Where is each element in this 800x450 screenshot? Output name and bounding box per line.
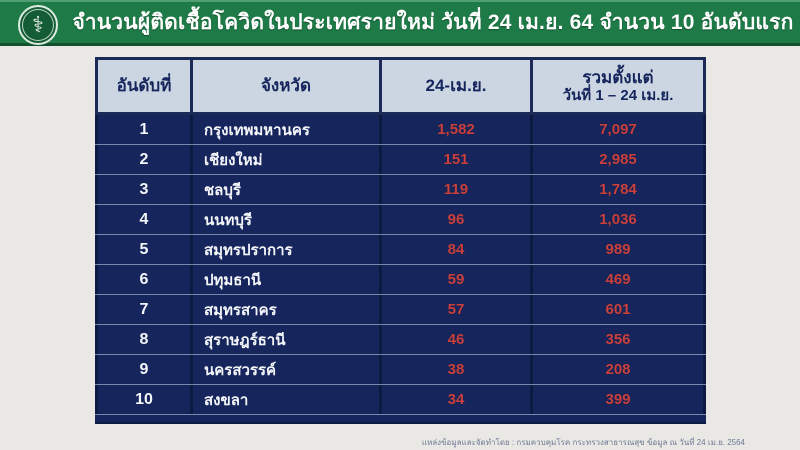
column-header-total: รวมตั้งแต่ วันที่ 1 – 24 เม.ย. (533, 60, 703, 112)
province-cell: สมุทรปราการ (193, 235, 379, 264)
title-bar: ⚕ จำนวนผู้ติดเชื้อโควิดในประเทศรายใหม่ ว… (0, 0, 800, 46)
rank-cell: 9 (98, 355, 190, 384)
daily-cases-cell: 119 (382, 175, 530, 204)
total-cases-cell: 356 (533, 325, 703, 354)
province-cell: กรุงเทพมหานคร (193, 115, 379, 144)
total-cases-cell: 208 (533, 355, 703, 384)
total-cases-cell: 399 (533, 385, 703, 414)
table-row: 9 นครสวรรค์ 38 208 (95, 355, 706, 385)
daily-cases-cell: 151 (382, 145, 530, 174)
table-row: 10 สงขลา 34 399 (95, 385, 706, 415)
daily-cases-cell: 38 (382, 355, 530, 384)
table-row: 4 นนทบุรี 96 1,036 (95, 205, 706, 235)
column-header-province: จังหวัด (193, 60, 379, 112)
column-header-total-line2: วันที่ 1 – 24 เม.ย. (562, 87, 674, 105)
total-cases-cell: 989 (533, 235, 703, 264)
table-row: 3 ชลบุรี 119 1,784 (95, 175, 706, 205)
column-header-rank: อันดับที่ (98, 60, 190, 112)
total-cases-cell: 1,784 (533, 175, 703, 204)
table-row: 6 ปทุมธานี 59 469 (95, 265, 706, 295)
province-cell: สงขลา (193, 385, 379, 414)
daily-cases-cell: 34 (382, 385, 530, 414)
rank-cell: 5 (98, 235, 190, 264)
table-body: 1 กรุงเทพมหานคร 1,582 7,097 2 เชียงใหม่ … (95, 115, 706, 415)
province-cell: นครสวรรค์ (193, 355, 379, 384)
rank-cell: 1 (98, 115, 190, 144)
province-cell: สุราษฎร์ธานี (193, 325, 379, 354)
table-row: 1 กรุงเทพมหานคร 1,582 7,097 (95, 115, 706, 145)
daily-cases-cell: 96 (382, 205, 530, 234)
rank-cell: 6 (98, 265, 190, 294)
column-header-daily: 24-เม.ย. (382, 60, 530, 112)
table-row: 5 สมุทรปราการ 84 989 (95, 235, 706, 265)
rank-cell: 10 (98, 385, 190, 414)
province-cell: ปทุมธานี (193, 265, 379, 294)
table-row: 2 เชียงใหม่ 151 2,985 (95, 145, 706, 175)
table-row: 8 สุราษฎร์ธานี 46 356 (95, 325, 706, 355)
total-cases-cell: 2,985 (533, 145, 703, 174)
source-caption: แหล่งข้อมูลและจัดทำโดย : กรมควบคุมโรค กร… (421, 438, 745, 447)
ministry-of-public-health-logo-icon: ⚕ (18, 5, 58, 45)
total-cases-cell: 601 (533, 295, 703, 324)
rank-cell: 8 (98, 325, 190, 354)
page-title: จำนวนผู้ติดเชื้อโควิดในประเทศรายใหม่ วัน… (72, 11, 794, 34)
column-header-total-line1: รวมตั้งแต่ (582, 67, 654, 87)
daily-cases-cell: 46 (382, 325, 530, 354)
table-row: 7 สมุทรสาคร 57 601 (95, 295, 706, 325)
table-bottom-bar (95, 415, 706, 424)
rank-cell: 3 (98, 175, 190, 204)
daily-cases-cell: 57 (382, 295, 530, 324)
province-cell: เชียงใหม่ (193, 145, 379, 174)
province-cell: นนทบุรี (193, 205, 379, 234)
total-cases-cell: 469 (533, 265, 703, 294)
daily-cases-cell: 1,582 (382, 115, 530, 144)
caduceus-icon: ⚕ (32, 12, 44, 37)
rank-cell: 4 (98, 205, 190, 234)
daily-cases-cell: 84 (382, 235, 530, 264)
table-header-row: อันดับที่ จังหวัด 24-เม.ย. รวมตั้งแต่ วั… (95, 57, 706, 115)
daily-cases-cell: 59 (382, 265, 530, 294)
covid-ranking-table: อันดับที่ จังหวัด 24-เม.ย. รวมตั้งแต่ วั… (95, 57, 706, 424)
province-cell: สมุทรสาคร (193, 295, 379, 324)
total-cases-cell: 1,036 (533, 205, 703, 234)
province-cell: ชลบุรี (193, 175, 379, 204)
total-cases-cell: 7,097 (533, 115, 703, 144)
rank-cell: 2 (98, 145, 190, 174)
rank-cell: 7 (98, 295, 190, 324)
